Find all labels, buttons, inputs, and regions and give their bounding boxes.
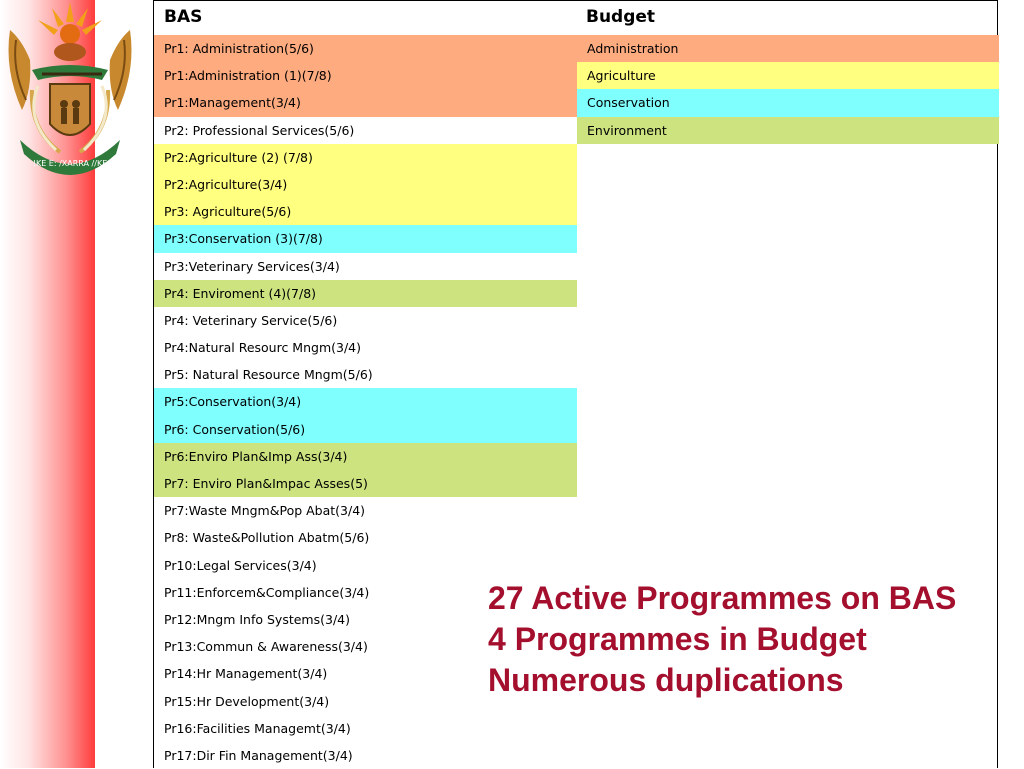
- budget-programme-row: Environment: [577, 116, 999, 144]
- bas-programme-row: Pr4: Veterinary Service(5/6): [154, 306, 577, 335]
- bas-programme-row: Pr5: Natural Resource Mngm(5/6): [154, 361, 577, 389]
- bas-programme-row: Pr2: Professional Services(5/6): [154, 116, 577, 144]
- bas-programme-row: Pr6:Enviro Plan&Imp Ass(3/4): [154, 442, 577, 470]
- bas-programme-row: Pr13:Commun & Awareness(3/4): [154, 633, 577, 661]
- bas-programme-row: Pr2:Agriculture(3/4): [154, 170, 577, 199]
- summary-text: 27 Active Programmes on BAS 4 Programmes…: [488, 578, 956, 701]
- bas-programme-row: Pr4:Natural Resourc Mngm(3/4): [154, 334, 577, 362]
- bas-programme-row: Pr8: Waste&Pollution Abatm(5/6): [154, 524, 577, 552]
- bas-programme-row: Pr4: Enviroment (4)(7/8): [154, 279, 577, 307]
- bas-programme-row: Pr15:Hr Development(3/4): [154, 687, 577, 715]
- bas-programme-row: Pr5:Conservation(3/4): [154, 388, 577, 416]
- bas-programme-row: Pr3:Conservation (3)(7/8): [154, 225, 577, 253]
- budget-programme-row: Agriculture: [577, 62, 999, 90]
- bas-programme-row: Pr7: Enviro Plan&Impac Asses(5): [154, 470, 577, 498]
- bas-programme-row: Pr10:Legal Services(3/4): [154, 551, 577, 579]
- bas-column-header: BAS: [164, 7, 203, 27]
- bas-programme-row: Pr1: Administration(5/6): [154, 35, 577, 63]
- coat-of-arms-logo: !KE E: /XARRA //KE: [8, 2, 132, 175]
- summary-line-duplications: Numerous duplications: [488, 662, 844, 698]
- bas-programme-row: Pr12:Mngm Info Systems(3/4): [154, 605, 577, 634]
- budget-column: Administration Agriculture Conservation Env…: [577, 35, 999, 144]
- summary-line-budget-programmes: 4 Programmes in Budget: [488, 621, 867, 657]
- bas-programme-row: Pr6: Conservation(5/6): [154, 415, 577, 443]
- programmes-table: BAS Budget Pr1: Administration(5/6) Pr1:A…: [153, 0, 999, 769]
- budget-programme-row: Administration: [577, 35, 999, 63]
- bas-programme-row: Pr14:Hr Management(3/4): [154, 660, 577, 688]
- bas-programme-row: Pr17:Dir Fin Management(3/4): [154, 741, 577, 769]
- bas-programme-row: Pr1:Management(3/4): [154, 89, 577, 117]
- bas-programme-row: Pr3:Veterinary Services(3/4): [154, 252, 577, 280]
- bas-programme-row: Pr7:Waste Mngm&Pop Abat(3/4): [154, 497, 577, 525]
- bas-programme-row: Pr16:Facilities Managemt(3/4): [154, 714, 577, 742]
- bas-programme-row: Pr1:Administration (1)(7/8): [154, 62, 577, 90]
- bas-programme-row: Pr2:Agriculture (2) (7/8): [154, 143, 577, 171]
- budget-programme-row: Conservation: [577, 89, 999, 117]
- bas-column: Pr1: Administration(5/6) Pr1:Administrati…: [154, 35, 577, 769]
- bas-programme-row: Pr3: Agriculture(5/6): [154, 198, 577, 226]
- svg-text:!KE E: /XARRA //KE: !KE E: /XARRA //KE: [33, 159, 108, 168]
- budget-column-header: Budget: [586, 7, 656, 27]
- summary-line-active-programmes: 27 Active Programmes on BAS: [488, 580, 957, 616]
- bas-programme-row: Pr11:Enforcem&Compliance(3/4): [154, 578, 577, 606]
